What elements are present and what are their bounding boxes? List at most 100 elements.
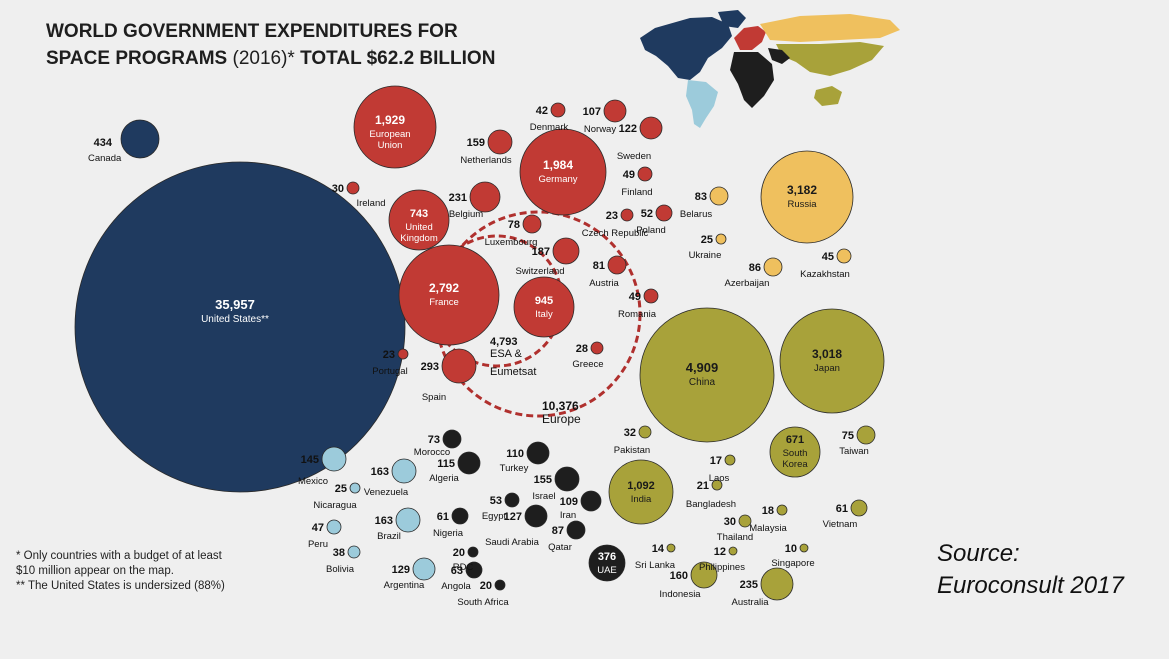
europe-value: 10,376: [542, 399, 579, 413]
footnote-2: $10 million appear on the map.: [16, 565, 174, 577]
bubble-taiwan: [856, 425, 876, 445]
value-venezuela: 163: [371, 466, 389, 478]
bubble-china: [639, 307, 775, 443]
bubble-azerbaijan: [763, 257, 783, 277]
label-ireland: Ireland: [356, 198, 385, 209]
label-south-africa: South Africa: [457, 597, 509, 608]
value-poland: 52: [641, 208, 653, 220]
label-greece: Greece: [572, 359, 603, 370]
bubble-greece: [590, 341, 604, 355]
bubble-egypt: [504, 492, 520, 508]
value-angola: 63: [451, 565, 463, 577]
bubble-switzerland: [552, 237, 580, 265]
label-united-kingdom-1: Kingdom: [400, 233, 438, 244]
value-saudi-arabia: 127: [504, 511, 522, 523]
title-subject: SPACE PROGRAMS: [46, 48, 228, 69]
bubble-portugal: [397, 348, 409, 360]
value-belgium: 231: [449, 192, 467, 204]
value-bolivia: 38: [333, 547, 345, 559]
value-uae: 376: [598, 551, 616, 563]
bubble-israel: [554, 466, 580, 492]
label-belarus: Belarus: [680, 209, 712, 220]
bubble-nigeria: [451, 507, 469, 525]
bubble-sri-lanka: [666, 543, 676, 553]
europe-label: Europe: [542, 412, 581, 426]
bubble-morocco: [442, 429, 462, 449]
label-austria: Austria: [589, 278, 619, 289]
label-vietnam: Vietnam: [823, 519, 858, 530]
bubble-india: [608, 459, 674, 525]
bubble-laos: [724, 454, 736, 466]
bubble-france: [398, 244, 500, 346]
bubble-turkey: [526, 441, 550, 465]
bubble-norway: [603, 99, 627, 123]
map-europe: [734, 26, 766, 50]
value-czech-republic: 23: [606, 210, 618, 222]
label-switzerland: Switzerland: [515, 266, 564, 277]
esa-label-2: Eumetsat: [490, 366, 536, 378]
bubble-nicaragua: [349, 482, 361, 494]
value-bangladesh: 21: [697, 480, 709, 492]
bubble-european-union: [353, 85, 437, 169]
label-angola: Angola: [441, 581, 471, 592]
label-luxembourg: Luxembourg: [485, 237, 538, 248]
value-sweden: 122: [619, 123, 637, 135]
value-taiwan: 75: [842, 430, 854, 442]
value-azerbaijan: 86: [749, 262, 761, 274]
label-sri-lanka: Sri Lanka: [635, 560, 676, 571]
label-united-kingdom: United: [405, 222, 432, 233]
bubble-thailand: [738, 514, 752, 528]
label-mexico: Mexico: [298, 476, 328, 487]
value-iran: 109: [560, 496, 578, 508]
label-rdc: RDC: [453, 562, 474, 573]
value-china: 4,909: [686, 360, 719, 375]
value-singapore: 10: [785, 543, 797, 555]
label-italy: Italy: [535, 309, 553, 320]
bubble-denmark: [550, 102, 566, 118]
bubble-sweden: [639, 116, 663, 140]
value-european-union: 1,929: [375, 113, 405, 127]
value-turkey: 110: [506, 448, 524, 460]
label-sweden: Sweden: [617, 151, 651, 162]
value-ukraine: 25: [701, 234, 713, 246]
map-russia: [760, 14, 900, 42]
value-greece: 28: [576, 343, 588, 355]
value-austria: 81: [593, 260, 605, 272]
label-european-union-1: Union: [378, 140, 403, 151]
value-switzerland: 187: [532, 246, 550, 258]
label-indonesia: Indonesia: [659, 589, 701, 600]
bubble-poland: [655, 204, 673, 222]
label-israel: Israel: [532, 491, 555, 502]
label-canada: Canada: [88, 153, 122, 164]
title-year: (2016)*: [227, 48, 301, 69]
value-morocco: 73: [428, 434, 440, 446]
label-laos: Laos: [709, 473, 730, 484]
label-czech-republic: Czech Republic: [582, 228, 649, 239]
bubble-indonesia: [690, 561, 718, 589]
label-india: India: [631, 494, 652, 505]
value-germany: 1,984: [543, 158, 573, 172]
value-peru: 47: [312, 522, 324, 534]
world-region-map-icon: [640, 10, 900, 128]
bubble-south-africa: [494, 579, 506, 591]
value-india: 1,092: [627, 480, 655, 492]
value-mexico: 145: [301, 454, 319, 466]
bubble-romania: [643, 288, 659, 304]
value-indonesia: 160: [670, 570, 688, 582]
source-name: Euroconsult 2017: [937, 572, 1124, 599]
map-middle-east: [768, 48, 790, 64]
bubble-germany: [519, 128, 607, 216]
bubble-rdc: [467, 546, 479, 558]
label-south-korea: South: [783, 448, 808, 459]
title-total: TOTAL $62.2 BILLION: [300, 48, 496, 69]
bubble-japan: [779, 308, 885, 414]
bubble-united-kingdom: [388, 189, 450, 251]
label-philippines: Philippines: [699, 562, 745, 573]
source-label: Source:: [937, 540, 1020, 567]
bubble-united-states: [74, 161, 406, 493]
label-brazil: Brazil: [377, 531, 401, 542]
bubble-singapore: [799, 543, 809, 553]
bubble-peru: [326, 519, 342, 535]
label-singapore: Singapore: [771, 558, 814, 569]
value-united-kingdom: 743: [410, 208, 428, 220]
